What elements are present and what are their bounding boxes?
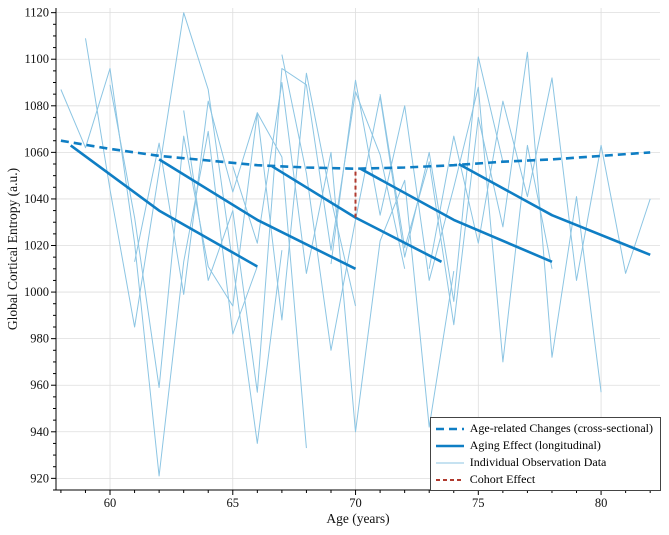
- x-tick-label: 70: [349, 496, 362, 510]
- y-tick-label: 980: [30, 332, 49, 346]
- y-axis-label: Global Cortical Entropy (a.u.): [5, 167, 20, 331]
- legend: Age-related Changes (cross-sectional) Ag…: [429, 417, 661, 491]
- y-tick-label: 1000: [24, 285, 49, 299]
- series-2-line: [281, 54, 504, 351]
- legend-label: Cohort Effect: [469, 472, 536, 486]
- x-axis-label: Age (years): [326, 511, 390, 526]
- legend-item: Cohort Effect: [435, 471, 653, 488]
- series-2-line: [183, 68, 406, 393]
- x-tick-label: 65: [227, 496, 240, 510]
- series-2-line: [232, 82, 455, 433]
- x-tick-label: 75: [472, 496, 485, 510]
- y-tick-label: 920: [30, 471, 49, 485]
- y-tick-label: 1080: [24, 99, 49, 113]
- x-tick-label: 80: [595, 496, 608, 510]
- cohort-effect-line-sample: [435, 478, 464, 481]
- series-2-line: [330, 79, 553, 363]
- x-tick-label: 60: [104, 496, 117, 510]
- series-1-line: [458, 162, 651, 257]
- legend-label: Aging Effect (longitudinal): [469, 438, 601, 452]
- series-2-line: [428, 77, 651, 281]
- individual-data-line-sample: [435, 462, 464, 463]
- legend-item: Aging Effect (longitudinal): [435, 437, 653, 454]
- series-1-line: [359, 167, 553, 263]
- series-2-line: [60, 68, 258, 477]
- y-tick-label: 1060: [24, 145, 49, 159]
- series-1-line: [69, 144, 258, 268]
- legend-item: Individual Observation Data: [435, 454, 653, 471]
- cross-sectional-line-sample: [435, 427, 464, 430]
- longitudinal-line-sample: [435, 444, 464, 447]
- y-tick-label: 1120: [24, 6, 49, 20]
- y-tick-label: 1040: [24, 192, 49, 206]
- y-tick-label: 1020: [24, 239, 49, 253]
- y-tick-label: 940: [30, 425, 49, 439]
- series-1-line: [158, 158, 357, 270]
- y-tick-label: 1100: [24, 52, 49, 66]
- legend-label: Individual Observation Data: [469, 455, 607, 469]
- legend-label: Age-related Changes (cross-sectional): [469, 421, 653, 435]
- legend-item: Age-related Changes (cross-sectional): [435, 420, 653, 437]
- series-2-line: [85, 12, 283, 444]
- y-tick-label: 960: [30, 378, 49, 392]
- series-2-line: [109, 84, 307, 449]
